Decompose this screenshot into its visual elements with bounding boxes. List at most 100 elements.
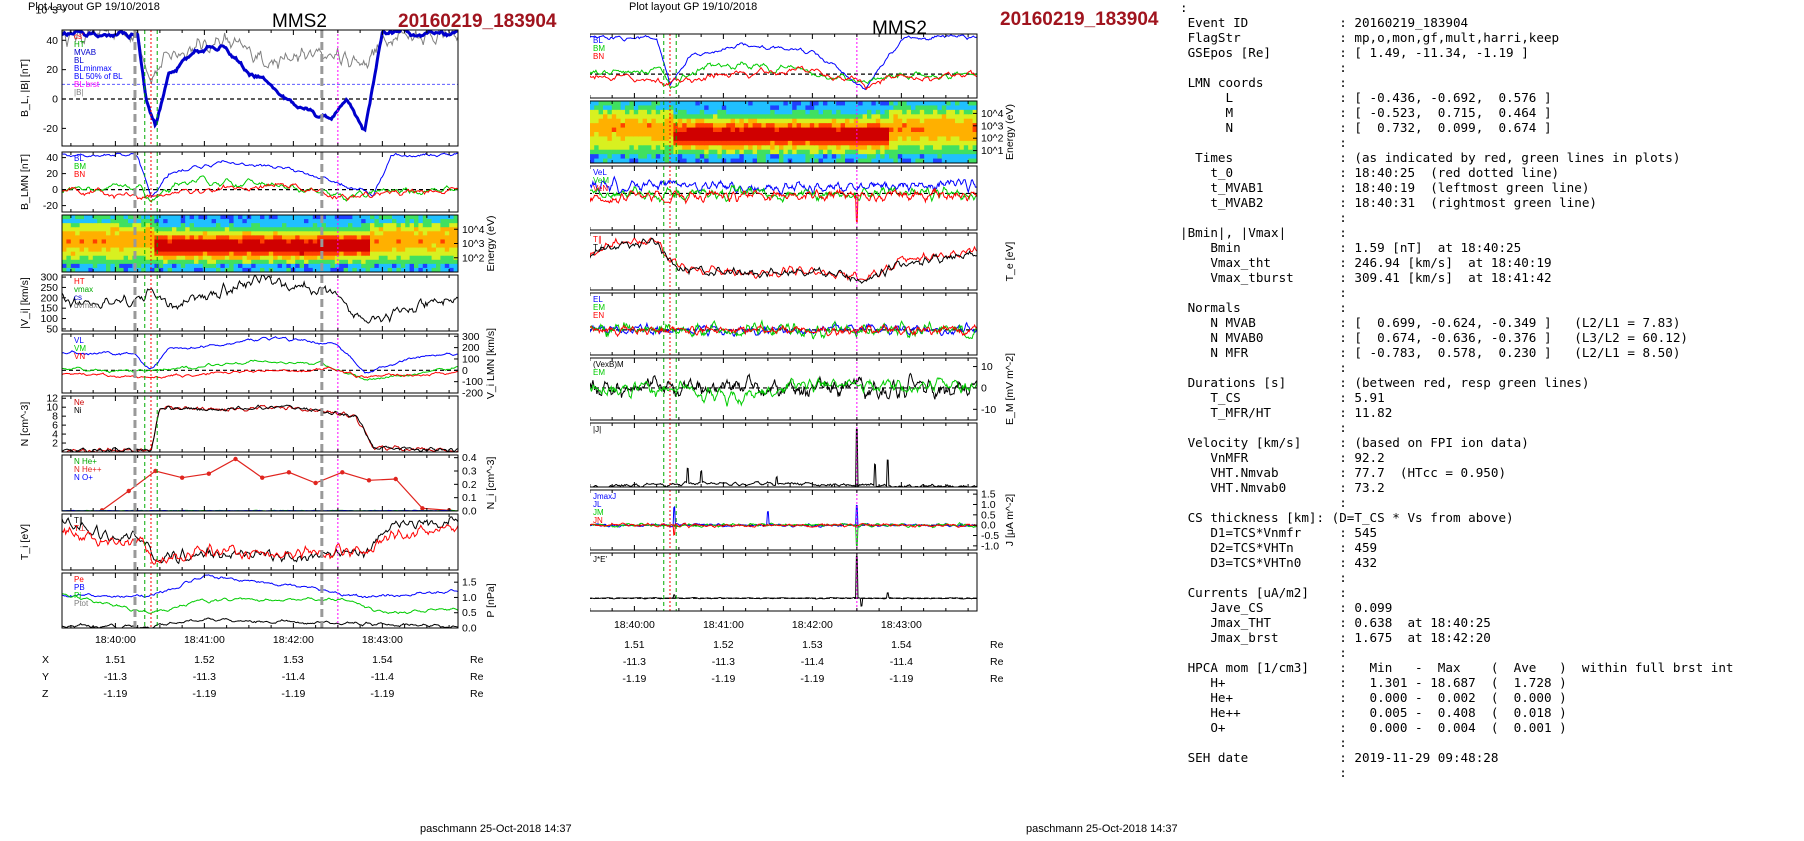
spectrogram-cell [933,118,938,124]
spectrogram-cell [352,251,358,257]
spectrogram-cell [334,223,340,228]
legend-entry: BL [74,154,84,163]
spectrogram-cell [875,140,881,146]
panel-content [590,34,977,98]
orbit-row-value: 1.53 [802,639,823,651]
spectrogram-cell [950,154,956,160]
spectrogram-cell [823,105,828,111]
spectrogram-cell [378,239,384,245]
spectrogram-cell [334,215,340,220]
spectrogram-cell [189,235,195,241]
spectrogram-cell [686,105,692,111]
spectrogram-cell [378,223,384,228]
spectrogram-cell [963,158,969,163]
spectrogram-cell [282,227,287,232]
spectrogram-cell [427,219,433,224]
spectrogram-cell [726,158,732,163]
spectrogram-cell [436,223,441,228]
spectrogram-cell [400,215,406,220]
spectrogram-cell [686,149,692,155]
spectrogram-cell [831,105,837,111]
spectrogram-cell [317,239,323,245]
spectrogram-cell [308,239,314,245]
spectrogram-cell [400,223,406,228]
spectrogram-cell [669,101,674,107]
spectrogram-cell [823,114,828,120]
spectrogram-cell [686,136,692,142]
spectrogram-cell [647,127,652,133]
spectrogram-cell [114,259,120,265]
spectrogram-cell [229,267,235,272]
spectrogram-cell [695,140,701,146]
spectrogram-cell [194,259,199,265]
spectrogram-cell [607,145,613,151]
spectrogram-cell [299,215,305,220]
spectrogram-cell [440,231,446,236]
spectrogram-cell [840,154,846,160]
spectrogram-cell [202,255,208,261]
spectrogram-cell [110,263,116,269]
spectrogram-cell [299,251,305,257]
spectrogram-cell [352,255,358,261]
orbit-row-value: 1.51 [105,654,126,666]
spectrogram-cell [739,154,745,160]
spectrogram-cell [304,215,309,220]
spectrogram-cell [765,140,771,146]
spectrogram-cell [928,158,934,163]
spectrogram-cell [748,114,754,120]
spectrogram-cell [955,158,960,163]
spectrogram-cell [805,101,811,107]
spectrogram-cell [224,223,230,228]
spectrogram-cell [339,231,345,236]
spectrogram-cell [172,223,177,228]
spectrogram-cell [431,231,437,236]
spectrogram-cell [827,145,833,151]
spectrogram-cell [185,227,191,232]
spectrogram-cell [831,132,837,138]
spectrogram-cell [290,259,296,265]
spectrogram-cell [158,255,164,261]
spectrogram-cell [387,263,393,269]
spectrogram-cell [827,132,833,138]
panel-content [590,553,977,611]
spectrogram-cell [845,158,850,163]
spectrogram-cell [286,235,292,241]
spectrogram-cell [963,132,969,138]
legend-entry: cs' [74,32,84,41]
spectrogram-cell [708,149,714,155]
spectrogram-cell [304,243,309,249]
time-tick-label: 18:41:00 [184,634,225,646]
spectrogram-cell [660,158,666,163]
spectrogram-cell [620,105,626,111]
spectrogram-cell [370,239,375,245]
spectrogram-cell [198,247,204,253]
spectrogram-cell [343,243,349,249]
spectrogram-cell [180,227,186,232]
spectrogram-cell [968,145,974,151]
spectrogram-cell [277,227,283,232]
spectrogram-cell [862,154,868,160]
spectrogram-cell [216,219,221,224]
spectrogram-cell [92,223,98,228]
spectrogram-cell [805,136,811,142]
spectrogram-cell [783,101,789,107]
spectrogram-cell [84,231,89,236]
spectrogram-cell [867,136,872,142]
spectrogram-cell [726,101,732,107]
spectrogram-cell [106,243,111,249]
spectrogram-cell [594,109,600,115]
spectrogram-cell [704,127,710,133]
spectrogram-cell [955,127,960,133]
spectrogram-cell [642,140,648,146]
spectrogram-cell [383,251,389,257]
spectrogram-cell [400,255,406,261]
spectrogram-cell [792,118,798,124]
spectrogram-cell [158,267,164,272]
panel-jdote: 43210-1J*E' [nW m^-3]J*E' [590,552,978,612]
legend-entry: EM [593,303,605,312]
spectrogram-cell [915,158,921,163]
spectrogram-cell [255,231,261,236]
spectrogram-cell [924,123,930,129]
spectrogram-cell [858,114,864,120]
spectrogram-cell [321,219,327,224]
